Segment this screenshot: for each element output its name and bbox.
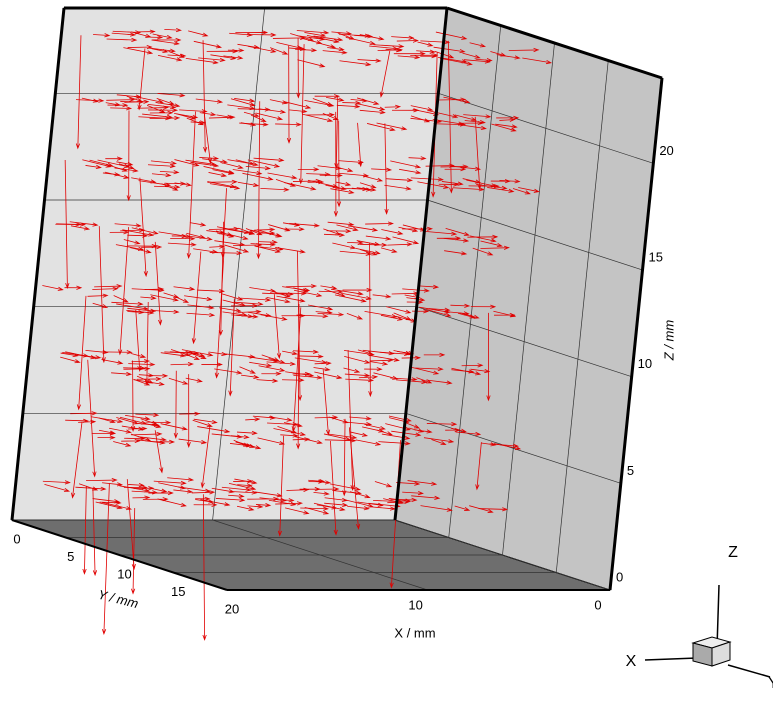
- orientation-triad: Z X Y: [626, 544, 773, 692]
- y-axis-title: Y / mm: [97, 587, 141, 611]
- y-tick-label: 5: [67, 549, 74, 564]
- back-wall: [12, 8, 447, 520]
- z-axis-title: Z / mm: [661, 320, 676, 362]
- chart: 0 5 10 15 20 0 5 10 15 20 0 10 Y / mm X / mm Z / mm…: [0, 0, 773, 728]
- z-tick-label: 20: [659, 143, 673, 158]
- y-tick-label: 20: [225, 601, 239, 616]
- page: {"chart_data": {"type": "vector3d", "xla…: [0, 0, 773, 728]
- z-tick-label: 15: [649, 249, 663, 264]
- triad-axis: [645, 658, 697, 660]
- x-tick-label: 10: [408, 597, 422, 612]
- triad-axis: [728, 665, 770, 677]
- y-tick-label: 0: [13, 531, 20, 546]
- triad-label: Z: [728, 544, 738, 561]
- z-tick-label: 5: [627, 463, 634, 478]
- x-axis-title: X / mm: [394, 625, 435, 640]
- z-tick-label: 0: [616, 569, 623, 584]
- y-tick-label: 15: [171, 584, 185, 599]
- triad-label: X: [626, 653, 637, 670]
- triad-label: Y: [768, 675, 773, 692]
- x-tick-label: 0: [594, 597, 601, 612]
- y-tick-label: 10: [117, 566, 131, 581]
- z-tick-label: 10: [638, 356, 652, 371]
